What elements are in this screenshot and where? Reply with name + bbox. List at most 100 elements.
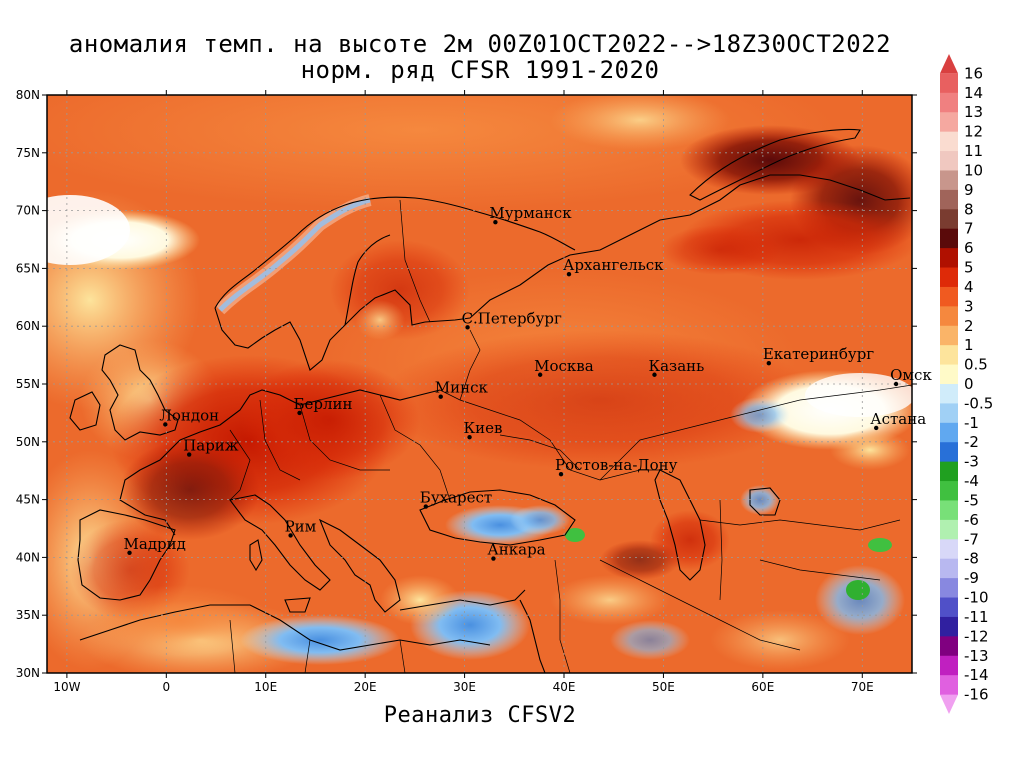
city-marker [127,550,132,555]
colorbar-label: -11 [964,608,989,626]
city-label: Архангельск [563,256,664,274]
colorbar-segment [940,267,958,288]
city-label: Бухарест [420,489,492,507]
colorbar-segment [940,539,958,560]
y-tick-label: 55N [16,377,40,391]
colorbar-segment [940,578,958,599]
colorbar-segment [940,519,958,540]
colorbar-segment [940,286,958,307]
city-marker [652,372,657,377]
y-tick-label: 50N [16,435,40,449]
colorbar-label: -9 [964,569,979,587]
x-tick-label: 10W [53,680,80,694]
x-tick-label: 40E [553,680,576,694]
colorbar-label: -5 [964,491,979,509]
x-tick-label: 0 [162,680,170,694]
colorbar-segment [940,112,958,133]
x-tick-label: 50E [652,680,675,694]
city-marker [558,471,564,477]
colorbar-segment [940,616,958,637]
colorbar-segment [940,131,958,152]
y-tick-label: 40N [16,550,40,564]
city-marker [537,372,543,377]
city-label: Астана [870,410,926,428]
colorbar-segment [940,558,958,579]
city-label: Анкара [487,541,545,559]
map-axes: 10W 0 10E 20E 30E 40E 50E 60E 70E 30N 35N 40N 45N 50N… [16,88,917,694]
colorbar-label: 7 [964,220,974,238]
colorbar-segment [940,189,958,210]
country-borders [229,199,912,673]
y-tick-label: 75N [16,146,40,160]
map-title-line2: норм. ряд CFSR 1991-2020 [300,56,660,84]
colorbar-label: -1 [964,414,979,432]
city-label: Ростов-на-Дону [555,456,678,474]
colorbar-label: -6 [964,511,979,529]
colorbar-label: 12 [964,123,983,141]
city-label: Рим [285,517,317,535]
city-marker [893,381,899,387]
city-marker [163,422,168,427]
y-tick-label: 65N [16,261,40,275]
city-marker [874,425,879,431]
city-label: Лондон [159,406,219,424]
colorbar-segment [940,325,958,346]
city-marker [288,533,293,538]
colorbar-label: 14 [964,84,983,102]
colorbar-segment [940,364,958,385]
colorbar-segment [940,73,958,94]
colorbar-label: 10 [964,161,983,179]
city-label: Минск [435,379,489,397]
colorbar-label: -2 [964,433,979,451]
colorbar-segment [940,209,958,230]
city-label: Москва [534,357,594,375]
city-marker [297,410,302,416]
city-labels: Мурманск Архангельск С.Петербург Москва Каза… [124,204,932,561]
colorbar-label: -13 [964,647,989,665]
city-label: Киев [464,419,503,437]
colorbar-segment [940,345,958,366]
colorbar-label: -12 [964,627,989,645]
colorbar-label: 6 [964,239,974,257]
city-marker [493,219,498,225]
colorbar-label: 2 [964,317,974,335]
map-title-line1: аномалия темп. на высоте 2м 00Z01OCT2022… [68,30,892,58]
y-tick-label: 70N [16,204,40,218]
city-label: Мадрид [124,535,186,553]
colorbar-label: 8 [964,200,974,218]
colorbar-label: -14 [964,666,989,684]
x-tick-label: 30E [453,680,476,694]
city-label: Берлин [294,395,353,413]
colorbar-cap-top [940,54,958,74]
colorbar-segment [940,228,958,249]
city-label: Казань [648,357,704,375]
colorbar-label: 0.5 [964,356,988,374]
city-marker [186,452,192,457]
city-marker [566,271,572,277]
colorbar-segment [940,461,958,482]
y-tick-label: 45N [16,493,40,507]
colorbar-label: 11 [964,142,983,160]
colorbar-label: -8 [964,550,979,568]
city-marker [465,325,470,330]
city-marker [423,504,429,509]
city-marker [467,434,472,440]
x-tick-label: 60E [751,680,774,694]
city-label: Екатеринбург [763,345,874,363]
city-marker [438,394,443,399]
x-tick-label: 70E [851,680,874,694]
colorbar-segment [940,151,958,171]
city-marker [491,556,496,561]
colorbar-segment [940,306,958,327]
colorbar-label: 4 [964,278,974,296]
city-label: Мурманск [489,204,572,222]
colorbar-segment [940,248,958,269]
colorbar-label: 3 [964,297,974,315]
colorbar-label: 9 [964,181,974,199]
y-tick-label: 60N [16,319,40,333]
colorbar-segment [940,636,958,657]
colorbar-label: -7 [964,530,979,548]
colorbar-cap-bottom [940,694,958,714]
